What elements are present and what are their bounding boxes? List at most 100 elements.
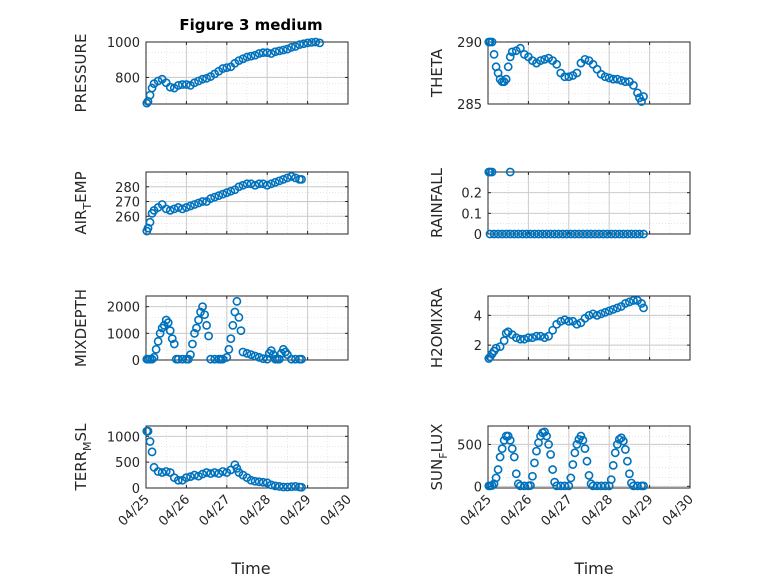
data-point: [600, 481, 610, 491]
data-point: [287, 482, 296, 492]
data-point: [578, 435, 588, 445]
data-point: [493, 465, 503, 474]
data-point: [552, 481, 562, 491]
data-point: [528, 471, 537, 481]
data-point: [505, 435, 515, 445]
data-point: [487, 37, 497, 47]
data-point: [206, 469, 216, 478]
y-tick-label: 260: [115, 210, 140, 225]
subplot-pressure: 800 1000 PRESSURE: [72, 34, 349, 112]
data-point: [503, 431, 513, 441]
data-point: [493, 229, 503, 239]
data-point: [250, 351, 260, 361]
y-axis-label: AIRTEMP: [72, 171, 94, 234]
y-tick-label: 2000: [107, 301, 140, 316]
data-point: [181, 473, 191, 483]
data-point: [536, 331, 545, 341]
data-point: [519, 481, 529, 491]
data-point: [173, 475, 183, 485]
data-point: [198, 74, 207, 84]
data-point: [582, 229, 592, 239]
data-point: [526, 229, 535, 239]
data-point: [177, 204, 187, 214]
data-point: [232, 463, 242, 473]
data-point: [534, 229, 543, 239]
data-point: [532, 331, 541, 341]
data-point: [515, 481, 525, 491]
data-point: [495, 342, 505, 352]
data-point: [188, 339, 197, 349]
data-point: [530, 229, 539, 239]
data-point: [608, 74, 618, 84]
data-point: [560, 481, 570, 491]
data-point: [147, 354, 157, 364]
y-axis-label: SUNFLUX: [428, 424, 450, 491]
data-point: [226, 186, 236, 196]
data-point: [614, 435, 624, 444]
y-tick-label: 500: [457, 438, 482, 453]
data-point: [485, 229, 495, 239]
data-point: [540, 54, 549, 64]
data-point: [511, 333, 521, 343]
data-point: [629, 481, 638, 491]
data-point: [210, 468, 220, 477]
data-point: [153, 76, 163, 86]
data-point: [246, 475, 256, 485]
data-point: [540, 427, 549, 437]
data-point: [558, 229, 568, 239]
data-point: [519, 334, 529, 344]
data-point: [190, 470, 199, 480]
data-point: [542, 229, 551, 239]
data-point: [622, 456, 632, 466]
data-point: [186, 201, 195, 211]
data-point: [167, 334, 177, 344]
data-point: [637, 299, 646, 308]
data-point: [194, 198, 203, 208]
data-point: [258, 354, 268, 364]
data-point: [503, 62, 513, 72]
data-point: [620, 299, 630, 308]
data-point: [291, 42, 300, 51]
axes-box: [145, 41, 349, 105]
data-point: [495, 452, 505, 462]
data-point: [530, 458, 539, 468]
data-point: [602, 229, 612, 239]
x-tick-label: 04/27: [197, 492, 234, 529]
data-point: [610, 448, 620, 458]
data-point: [238, 180, 248, 190]
x-tick-label: 04/29: [277, 492, 314, 529]
y-axis-label: RAINFALL: [428, 167, 446, 238]
data-point: [576, 431, 586, 441]
data-point: [497, 229, 507, 239]
data-point: [282, 482, 292, 492]
data-point: [594, 229, 604, 239]
data-point: [604, 306, 614, 316]
axes-box: [487, 41, 691, 105]
data-point: [604, 73, 614, 83]
data-point: [274, 176, 284, 186]
data-point: [578, 229, 588, 239]
axes-box: [145, 425, 349, 489]
y-tick-label: 500: [115, 456, 140, 471]
data-point: [633, 481, 642, 491]
data-point: [254, 179, 264, 189]
y-axis-label: H2OMIXRA: [428, 287, 446, 368]
data-point: [287, 354, 296, 364]
data-point: [297, 174, 306, 184]
data-point: [564, 316, 574, 326]
x-tick-label: 04/29: [619, 492, 656, 529]
data-point: [210, 192, 220, 202]
data-point: [143, 426, 153, 436]
y-tick-label: 0: [132, 482, 140, 497]
x-tick-label: 04/28: [579, 492, 616, 529]
y-tick-label: 1000: [107, 36, 140, 51]
data-point: [620, 77, 630, 87]
data-point: [592, 481, 602, 491]
data-point: [544, 331, 553, 341]
data-point: [163, 318, 173, 328]
data-point: [556, 316, 566, 326]
data-point: [538, 229, 547, 239]
y-tick-label: 0: [132, 354, 140, 369]
x-tick-label: 04/30: [318, 492, 355, 529]
